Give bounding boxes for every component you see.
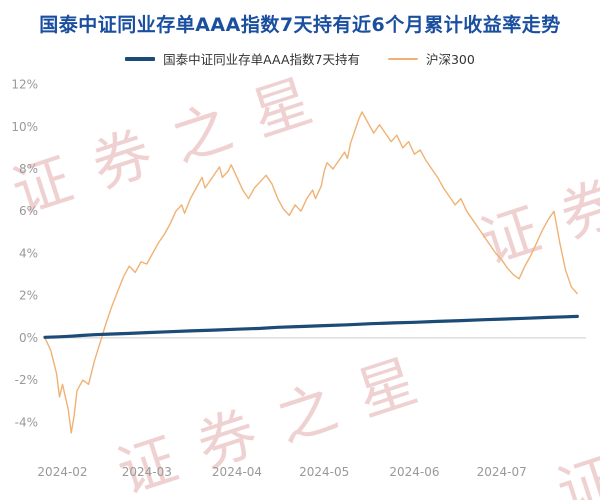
x-tick-label: 2024-04 (212, 465, 262, 479)
x-tick-label: 2024-03 (122, 465, 172, 479)
y-tick-label: -2% (15, 373, 38, 387)
y-tick-label: 8% (19, 162, 38, 176)
x-tick-label: 2024-07 (477, 465, 527, 479)
legend: 国泰中证同业存单AAA指数7天持有 沪深300 (0, 49, 600, 68)
x-tick-label: 2024-05 (299, 465, 349, 479)
series-line-fund (43, 314, 579, 339)
y-tick-label: 4% (19, 246, 38, 260)
series-line-hs300 (44, 111, 578, 434)
x-tick-label: 2024-02 (37, 465, 87, 479)
y-tick-label: 0% (19, 331, 38, 345)
legend-item-fund[interactable]: 国泰中证同业存单AAA指数7天持有 (125, 49, 360, 68)
chart-svg: -4% -2% 0% 2% 4% 6% 8% 10% 12% 2024-02 2024-03 2024… (11, 78, 586, 479)
legend-label-fund: 国泰中证同业存单AAA指数7天持有 (163, 52, 360, 67)
x-tick-label: 2024-06 (389, 465, 439, 479)
y-tick-label: 6% (19, 204, 38, 218)
y-tick-label: 10% (11, 120, 38, 134)
legend-item-hs300[interactable]: 沪深300 (387, 49, 475, 68)
hs300-line-swatch (387, 57, 418, 60)
y-tick-label: 12% (11, 78, 38, 92)
fund-line-swatch (125, 56, 156, 61)
y-tick-label: 2% (19, 289, 38, 303)
legend-label-hs300: 沪深300 (425, 52, 475, 67)
chart-title: 国泰中证同业存单AAA指数7天持有近6个月累计收益率走势 (39, 14, 561, 36)
y-tick-label: -4% (15, 415, 38, 429)
